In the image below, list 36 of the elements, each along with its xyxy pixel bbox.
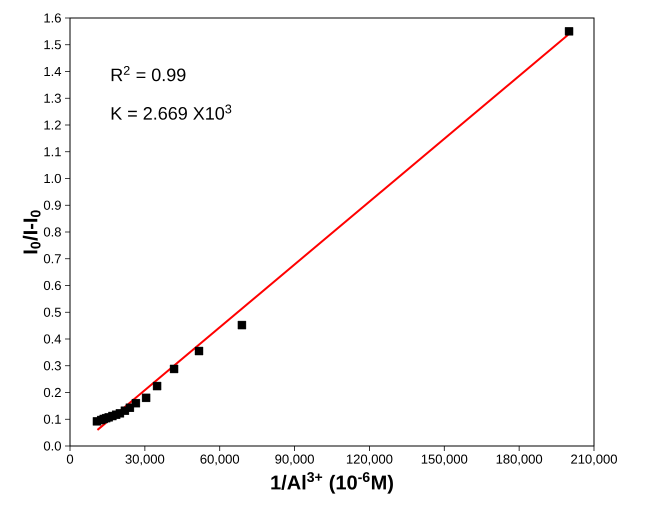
y-tick-label: 0.5 [44,308,61,317]
y-tick-label: 1.3 [44,94,61,103]
y-tick-label: 0.6 [44,280,61,290]
y-tick-label: 0.7 [44,254,61,264]
point [194,346,204,356]
point [564,27,574,36]
y-tick-label: 1.1 [44,147,61,156]
point [142,394,150,402]
y-tick-label: 1.5 [44,40,61,50]
x-tick-label: 120,000 [346,454,392,466]
y-tick-label: 0.2 [44,388,61,398]
y-tick-label: 1.0 [44,174,61,184]
y-tick-label: 0.8 [44,227,61,237]
x-tick-label: 0 [66,454,74,464]
y-axis-title: I$_{0}$/I-I$_{0}$ [22,210,41,254]
x-axis-title: 1/Al$^{3+}$ (10$^{-6}$M) [271,472,393,494]
y-tick-label: 0.0 [44,441,61,451]
x-tick-label: 30,000 [125,454,164,466]
x-tick-label: 90,000 [275,454,314,466]
x-tick-label: 150,000 [422,454,468,466]
point [152,382,162,390]
x-tick-label: 210,000 [571,454,617,466]
y-tick-label: 0.1 [44,414,61,424]
y-tick-label: 1.6 [44,13,61,23]
point [170,364,178,374]
y-tick-label: 0.9 [44,200,61,210]
annotation: R$^{2}$ = 0.99 [112,66,186,82]
point [238,320,246,330]
y-tick-label: 0.4 [44,334,62,344]
y-tick-label: 0.3 [44,361,61,370]
y-tick-label: 1.4 [44,67,62,76]
point [132,398,140,408]
x-tick-label: 60,000 [200,454,240,466]
annotation: K = 2.669 X10$^{3}$ [112,104,232,120]
x-tick-label: 180,000 [496,454,542,466]
y-tick-label: 1.2 [44,120,61,130]
